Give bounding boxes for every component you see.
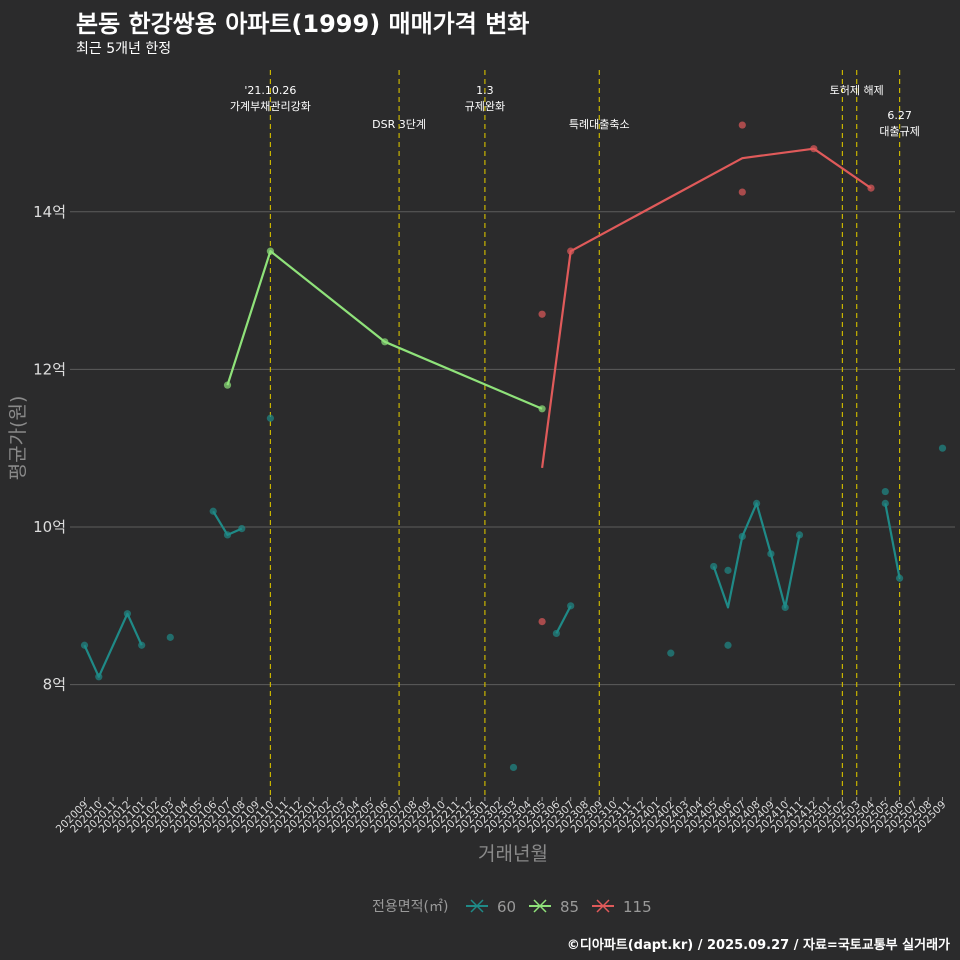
data-point-60 (209, 507, 217, 515)
data-point-60 (123, 610, 131, 618)
data-point-115 (738, 121, 746, 129)
data-point-60 (80, 641, 89, 649)
x-axis-title: 거래년월 (478, 843, 548, 865)
data-point-60 (552, 629, 561, 638)
series-line-85 (226, 250, 543, 410)
data-point-60 (138, 641, 146, 649)
data-point-60 (166, 633, 174, 641)
legend-title: 전용면적(㎡) (372, 899, 448, 915)
y-tick-label: 8억 (43, 676, 66, 694)
data-point-60 (781, 603, 789, 612)
x-axis-ticks: 2020092020102020112020122021012021022021… (54, 797, 949, 835)
y-tick-label: 10억 (33, 518, 66, 536)
y-axis-ticks: 8억 10억 12억 14억 (33, 203, 66, 694)
chart-title: 본동 한강쌍용 아파트(1999) 매매가격 변화 (76, 10, 530, 38)
legend-label-60: 60 (497, 898, 516, 916)
data-point-60 (667, 649, 675, 657)
y-tick-label: 14억 (33, 203, 66, 221)
y-axis-title: 평균가(원) (7, 396, 29, 481)
data-point-115 (810, 145, 818, 153)
data-point-115 (738, 188, 746, 196)
data-point-115 (538, 618, 546, 626)
policy-label: 규제완화 (465, 100, 505, 113)
policy-label: 6.27 (887, 109, 912, 122)
legend-key-mark (533, 899, 547, 913)
data-point-85 (223, 381, 232, 389)
data-point-60 (881, 487, 889, 496)
data-point-60 (724, 641, 732, 649)
policy-label: 가계부채관리강화 (230, 100, 311, 113)
data-point-60 (509, 763, 518, 772)
data-point-115 (538, 310, 546, 318)
data-point-60 (567, 602, 575, 610)
data-point-85 (266, 247, 274, 255)
policy-label: DSR 3단계 (372, 118, 426, 131)
legend-key-mark (596, 899, 610, 913)
policy-label: 토허제 해제 (830, 83, 884, 97)
legend-label-85: 85 (560, 898, 579, 916)
data-point-115 (567, 247, 575, 255)
data-point-60 (710, 562, 718, 571)
data-point-60 (724, 566, 732, 574)
series-line-60 (712, 502, 801, 609)
policy-label: 대출규제 (879, 125, 919, 138)
data-point-60 (238, 524, 246, 533)
policy-label: 1.3 (476, 84, 494, 97)
data-point-85 (381, 338, 389, 346)
series (80, 121, 947, 772)
data-point-60 (881, 499, 889, 507)
chart-subtitle: 최근 5개년 한정 (76, 41, 172, 57)
policy-label: 특례대출축소 (569, 118, 630, 131)
grid-lines (70, 211, 955, 686)
data-point-60 (896, 574, 904, 582)
series-line-60 (884, 503, 901, 579)
source-caption: ©디아파트(dapt.kr) / 2025.09.27 / 자료=국토교통부 실… (566, 938, 950, 953)
series-line-115 (541, 147, 872, 469)
data-point-60 (266, 414, 274, 422)
data-point-60 (223, 531, 232, 539)
data-point-60 (738, 532, 746, 541)
data-point-60 (95, 673, 103, 681)
y-tick-label: 12억 (33, 360, 66, 378)
legend: 전용면적(㎡) 60 85 115 (372, 898, 652, 916)
series-line-60 (83, 612, 143, 678)
data-point-85 (538, 405, 546, 413)
series-line-60 (555, 605, 572, 634)
data-point-60 (795, 531, 804, 539)
data-point-60 (938, 444, 947, 452)
data-point-60 (767, 550, 775, 558)
policy-label: '21.10.26 (244, 84, 296, 97)
data-point-60 (753, 499, 761, 507)
legend-label-115: 115 (623, 898, 652, 916)
data-point-115 (867, 184, 875, 192)
legend-key-mark (470, 899, 484, 913)
